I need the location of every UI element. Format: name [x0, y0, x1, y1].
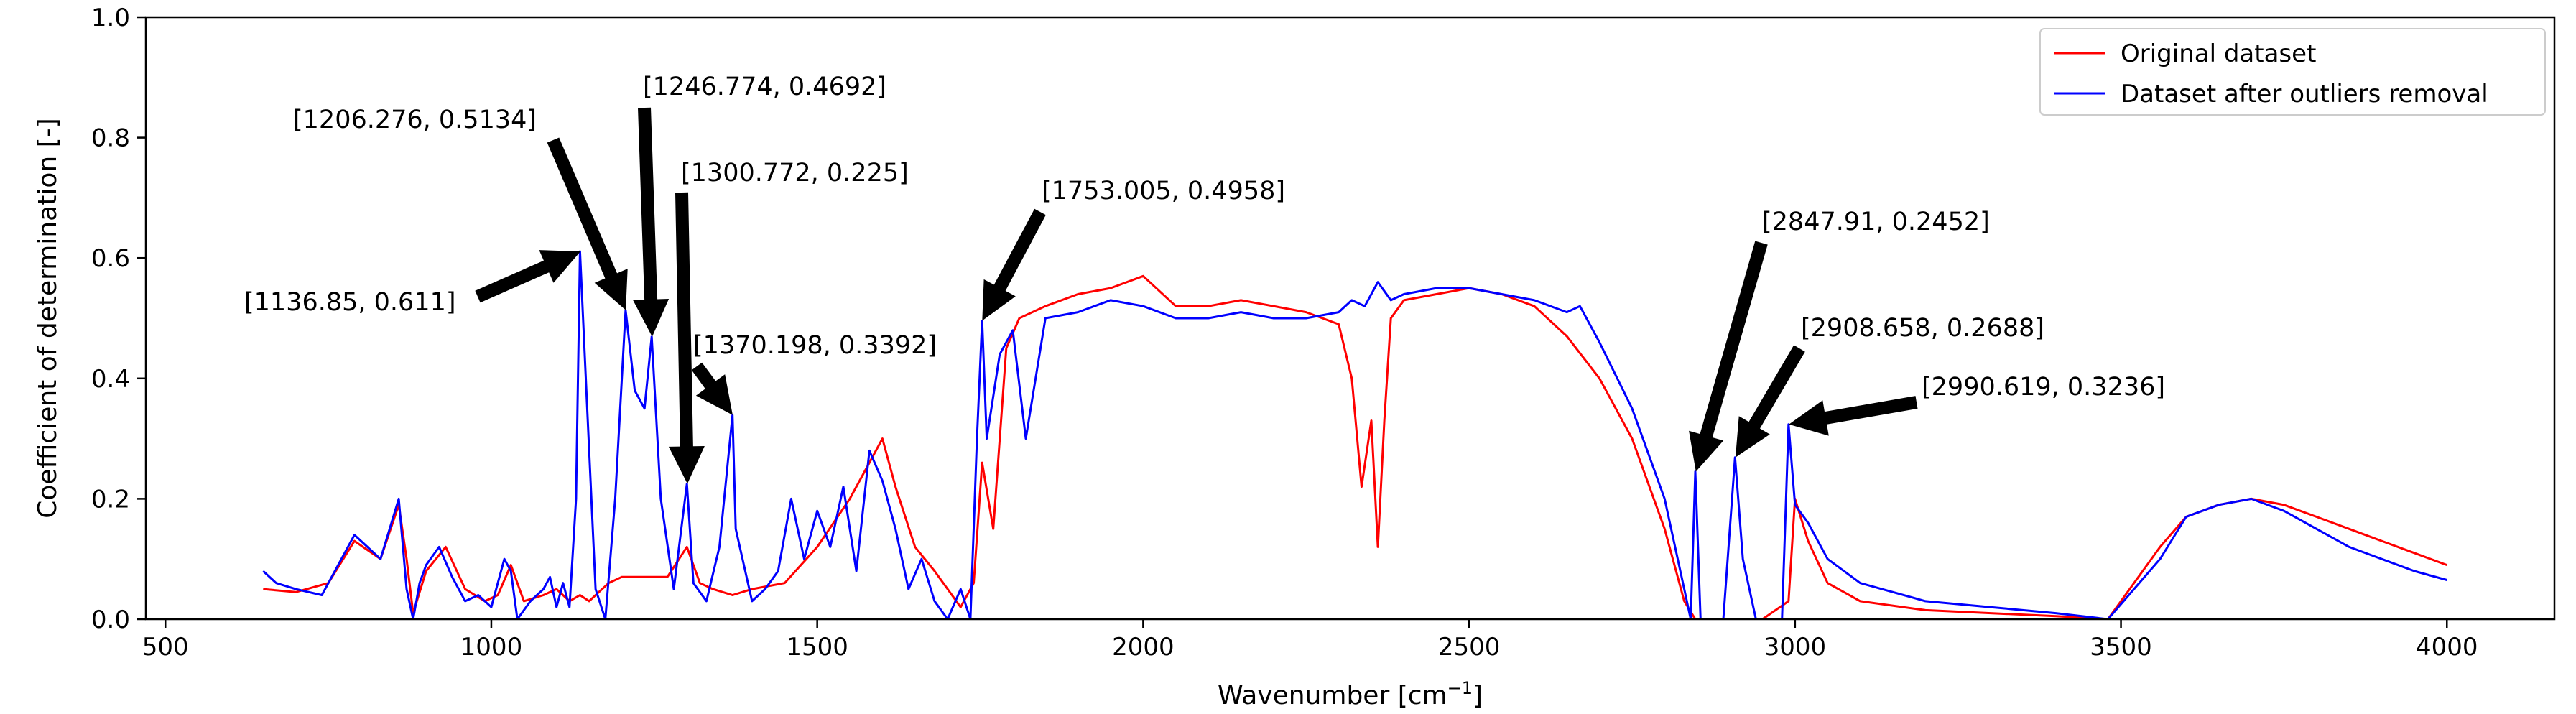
x-tick-label: 2500: [1438, 633, 1501, 662]
annotation-label: [1246.774, 0.4692]: [643, 73, 886, 101]
x-tick-label: 1000: [460, 633, 523, 662]
legend-label: Dataset after outliers removal: [2121, 80, 2488, 108]
annotation-arrow: [1735, 345, 1805, 458]
y-tick-label: 0.0: [91, 606, 130, 634]
annotation-arrow: [691, 362, 733, 415]
annotation-arrow: [668, 192, 705, 484]
annotation-arrow: [633, 107, 670, 337]
y-tick-label: 0.6: [91, 244, 130, 273]
x-tick-label: 3500: [2090, 633, 2152, 662]
legend-label: Original dataset: [2121, 40, 2316, 68]
annotation-arrow: [1789, 396, 1918, 436]
x-axis-label: Wavenumber [cm−1]: [1218, 678, 1483, 710]
series-line-after-outliers-removal: [262, 250, 2447, 619]
annotation-label: [1136.85, 0.611]: [244, 288, 456, 317]
annotation-arrow: [475, 250, 581, 303]
y-axis-label: Coefficient of determination [-]: [33, 118, 62, 518]
y-tick-label: 0.4: [91, 365, 130, 394]
plot-frame: [144, 16, 2556, 621]
y-tick-label: 1.0: [91, 4, 130, 32]
annotation-label: [2990.619, 0.3236]: [1922, 373, 2165, 402]
annotation-arrow: [982, 208, 1046, 321]
x-tick-label: 1500: [786, 633, 848, 662]
y-tick-label: 0.8: [91, 124, 130, 153]
annotation-layer: [1136.85, 0.611] [1206.276, 0.5134] [1246.…: [244, 73, 2165, 484]
annotation-label: [1300.772, 0.225]: [681, 159, 909, 187]
x-axis: 500 1000 1500 2000 2500 3000 3500 4000: [142, 619, 2478, 662]
annotation-label: [1753.005, 0.4958]: [1042, 177, 1285, 205]
y-axis: 0.0 0.2 0.4 0.6 0.8 1.0: [91, 4, 146, 634]
annotation-label: [1370.198, 0.3392]: [693, 331, 937, 360]
legend: Original dataset Dataset after outliers r…: [2039, 28, 2546, 116]
x-tick-label: 2000: [1112, 633, 1175, 662]
x-tick-label: 3000: [1764, 633, 1827, 662]
y-tick-label: 0.2: [91, 485, 130, 514]
legend-box: [2039, 28, 2546, 116]
annotation-label: [2908.658, 0.2688]: [1801, 314, 2044, 343]
annotation-arrow: [547, 137, 628, 310]
series-layer: [262, 250, 2447, 619]
annotation-label: [2847.91, 0.2452]: [1762, 208, 1990, 236]
x-tick-label: 500: [142, 633, 189, 662]
annotation-label: [1206.276, 0.5134]: [293, 106, 537, 134]
annotation-arrow: [1689, 241, 1768, 472]
x-tick-label: 4000: [2416, 633, 2478, 662]
